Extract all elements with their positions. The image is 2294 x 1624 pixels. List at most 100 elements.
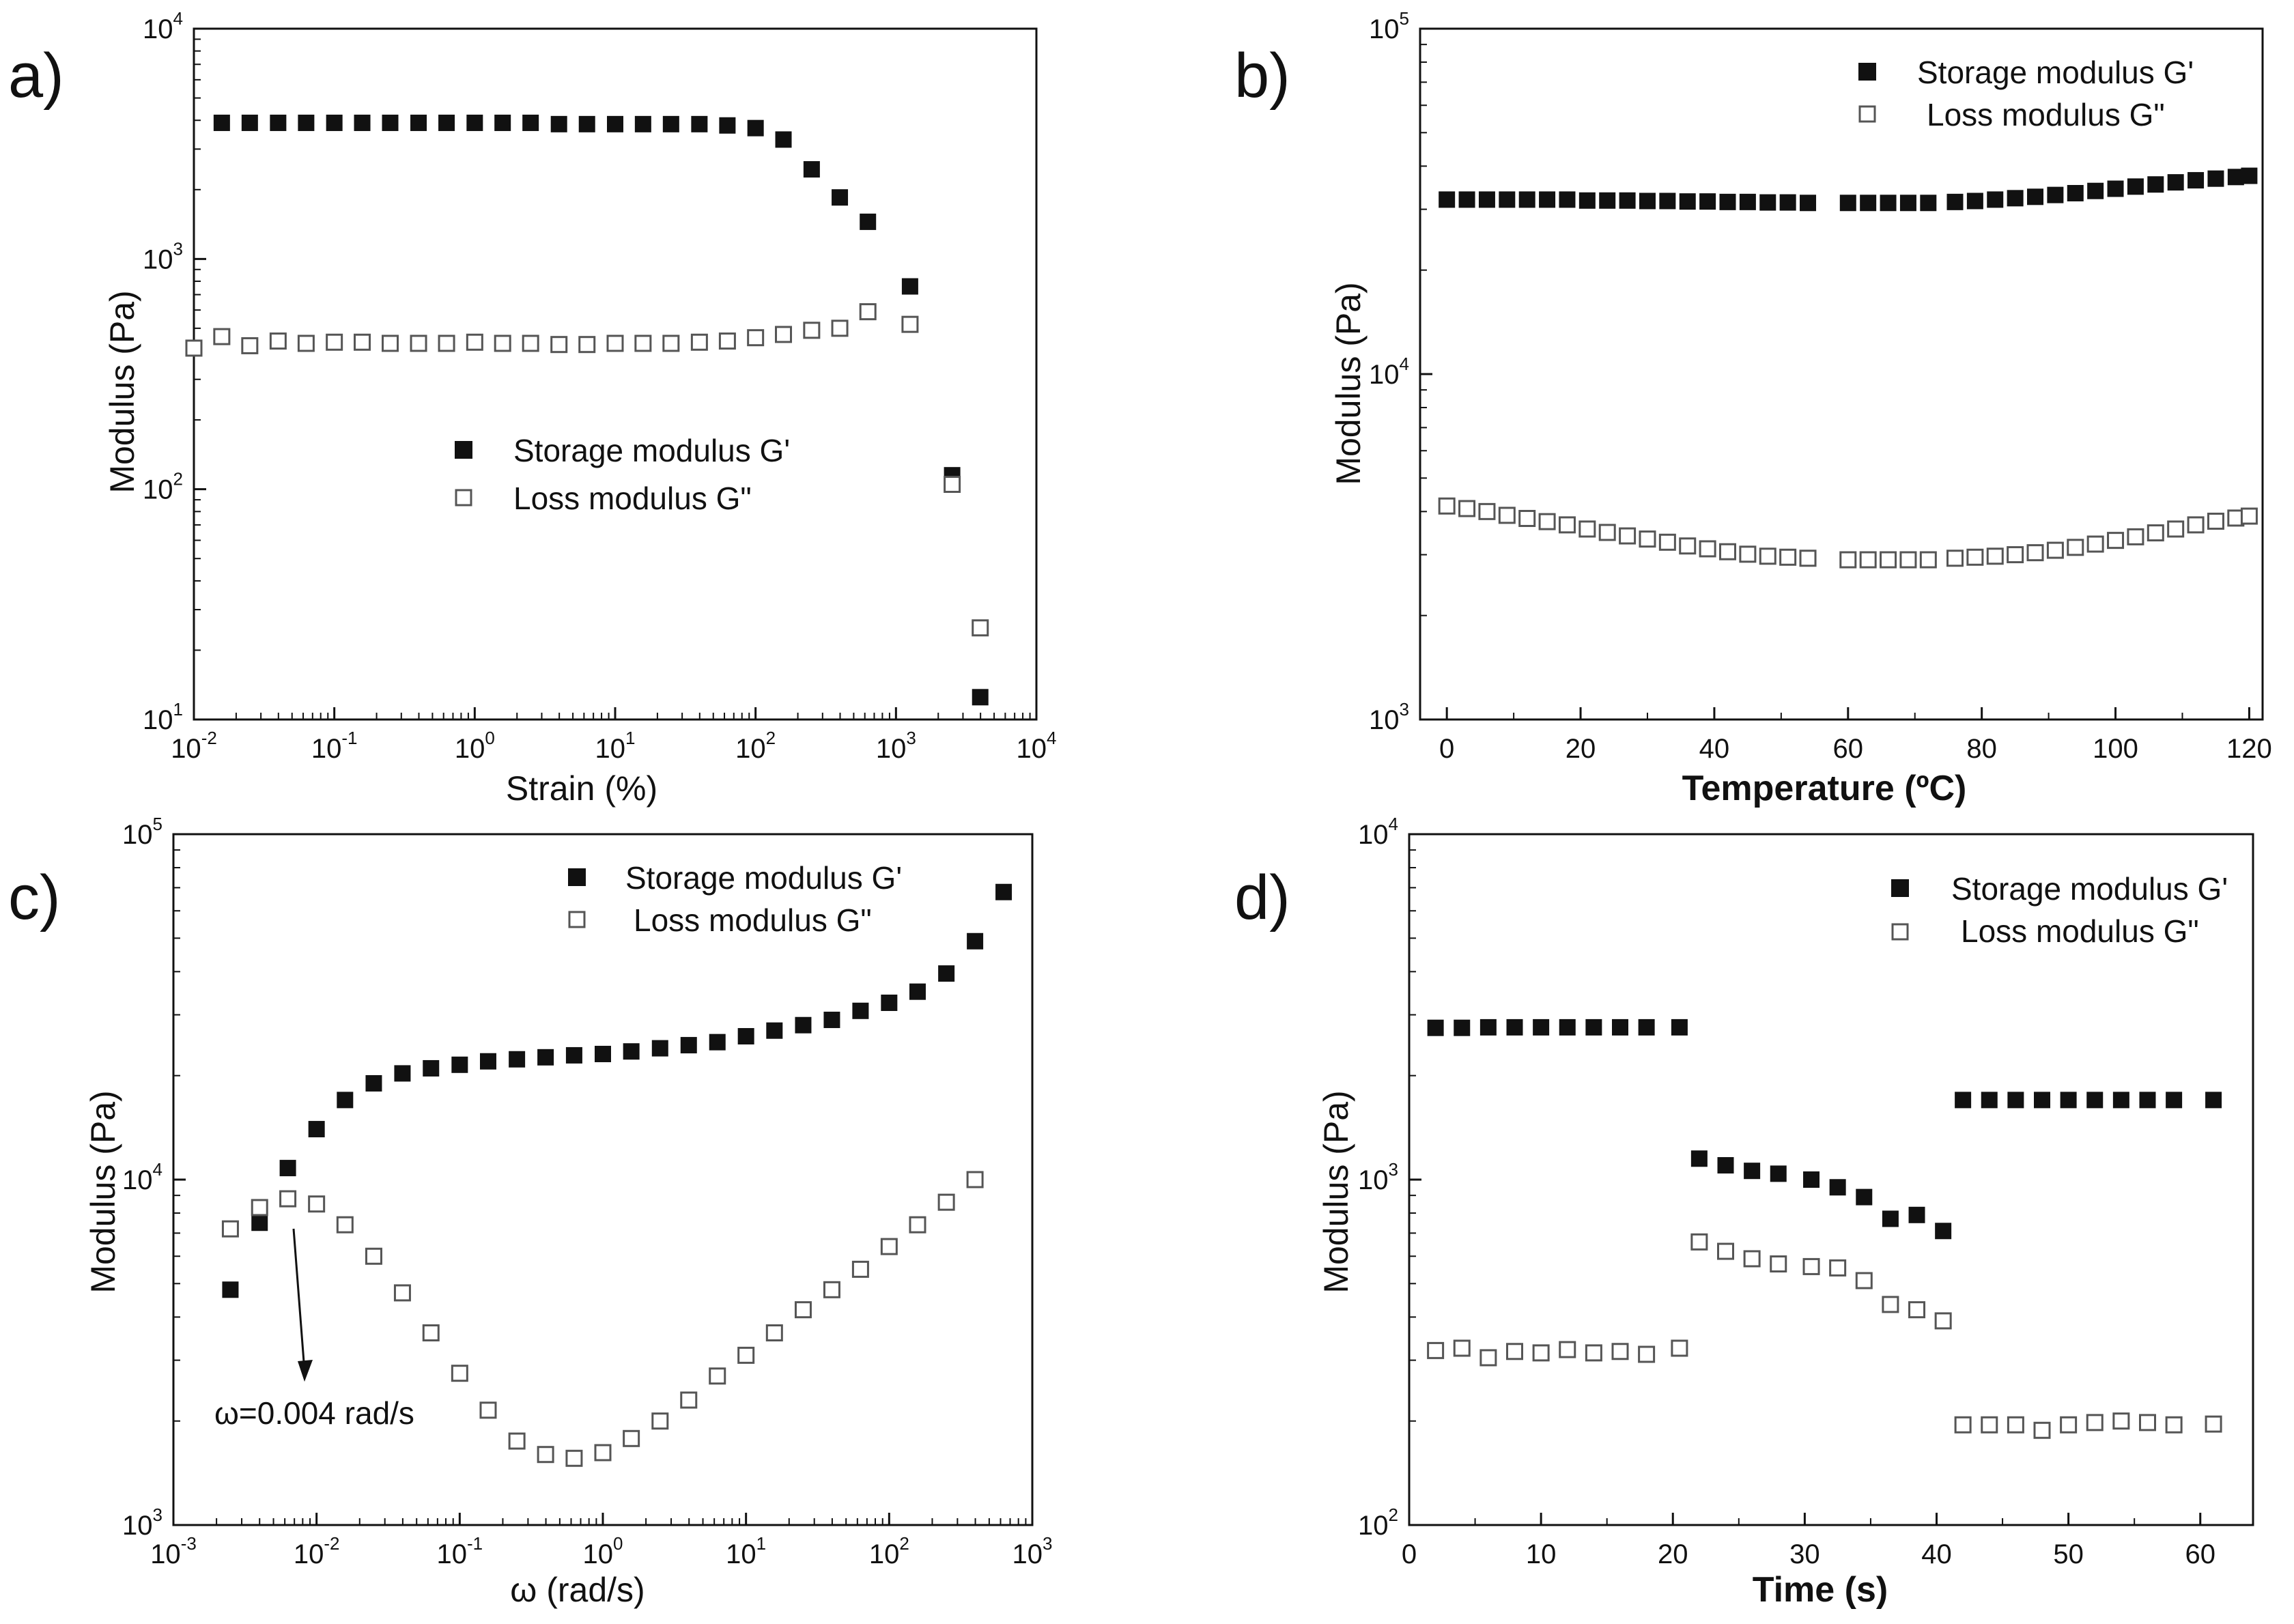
panel-b-storage-point <box>1779 194 1796 211</box>
panel-c-storage-point <box>852 1002 869 1019</box>
panel-c-loss-point <box>651 1412 669 1430</box>
panel-a-loss-point <box>326 333 343 351</box>
panel-c-loss-point <box>365 1247 382 1265</box>
panel-c-storage-point <box>967 932 984 950</box>
panel-b-y-tick-label: 104 <box>1369 354 1409 390</box>
panel-b-loss-point <box>1558 516 1576 534</box>
panel-b-loss-point <box>2240 507 2258 525</box>
panel-b-loss-point <box>1739 545 1757 563</box>
panel-d-storage-point <box>2007 1092 2024 1109</box>
panel-a-x-tick-label: 100 <box>455 728 495 764</box>
panel-a-storage-point <box>634 115 651 132</box>
panel-b-loss-point <box>2127 528 2144 545</box>
panel-b-legend-loss-label: Loss modulus G" <box>1927 97 2165 132</box>
panel-a-storage-point <box>747 119 764 137</box>
panel-a-y-tick-label: 104 <box>143 8 183 44</box>
panel-a-loss-point <box>578 336 596 354</box>
panel-d-storage-point <box>1671 1018 1688 1036</box>
panel-a-storage-point <box>522 114 539 131</box>
panel-c-loss-point <box>794 1301 812 1319</box>
panel-d-loss-point <box>1611 1343 1629 1361</box>
panel-b-loss-point <box>1458 500 1476 517</box>
panel-a-storage-point <box>719 117 736 134</box>
panel-b-storage-point <box>1559 191 1576 208</box>
panel-c-loss-point <box>422 1324 440 1342</box>
panel-b-loss-point <box>1478 502 1496 520</box>
panel-c-y-tick-label: 105 <box>122 814 162 850</box>
panel-a-storage-point <box>860 213 877 230</box>
panel-a-storage-point <box>550 115 567 132</box>
panel-c-loss-point <box>508 1432 526 1450</box>
panel-b-storage-point <box>1699 193 1716 210</box>
panel-a-loss-point <box>775 326 793 343</box>
panel-b-storage-point <box>2087 182 2104 199</box>
panel-d-storage-point <box>2166 1092 2183 1109</box>
panel-d-storage-point <box>1427 1019 1444 1036</box>
panel-b: b) 0 20 40 60 80 100 120 103 104 105 Temperature … <box>1234 8 2272 808</box>
panel-b-storage-point <box>1719 193 1736 210</box>
panel-a-loss-point <box>606 334 624 352</box>
panel-c: c) 10-3 10-2 10-1 100 101 102 103 103 104 105 ω (… <box>8 814 1052 1609</box>
panel-c-storage-point <box>995 883 1013 900</box>
panel-c-label: c) <box>8 863 61 932</box>
panel-b-loss-point <box>1699 540 1716 558</box>
panel-b-y-tick-label: 105 <box>1369 8 1409 44</box>
panel-d-storage-point <box>1638 1018 1655 1036</box>
panel-d-x-tick-label: 20 <box>1658 1539 1688 1569</box>
panel-c-loss-point <box>909 1216 926 1234</box>
panel-b-loss-point <box>1518 509 1536 527</box>
panel-c-storage-point <box>680 1037 697 1054</box>
panel-d-x-axis-title: Time (s) <box>1753 1570 1888 1610</box>
panel-b-storage-point <box>2047 186 2064 203</box>
panel-c-x-tick-label: 100 <box>583 1533 623 1569</box>
panel-d-storage-point <box>1479 1018 1497 1036</box>
panel-b-loss-point <box>2007 546 2024 564</box>
panel-b-storage-point <box>1946 193 1964 210</box>
panel-b-y-axis-title: Modulus (Pa) <box>1329 282 1368 485</box>
panel-b-loss-point <box>2067 539 2084 556</box>
panel-b-storage-point <box>1439 191 1456 208</box>
panel-d-storage-point <box>2139 1092 2156 1109</box>
panel-d-storage-point <box>1803 1171 1820 1188</box>
panel-c-storage-point <box>565 1046 582 1064</box>
panel-b-loss-point <box>1578 520 1596 538</box>
panel-c-storage-point <box>709 1034 726 1051</box>
panel-a-x-axis-title: Strain (%) <box>506 769 657 808</box>
panel-c-annotation-text: ω=0.004 rad/s <box>214 1395 414 1431</box>
panel-c-loss-point <box>393 1284 411 1302</box>
panel-b-loss-point <box>1899 551 1917 569</box>
panel-c-storage-point <box>938 965 955 982</box>
panel-d-storage-point <box>2205 1092 2222 1109</box>
panel-a-storage-point <box>270 114 287 131</box>
panel-a-storage-point <box>494 114 511 131</box>
panel-a-loss-point <box>438 334 455 352</box>
panel-a-loss-point <box>831 319 849 337</box>
panel-a-loss-point <box>494 334 511 352</box>
panel-a-loss-point <box>185 339 203 357</box>
panel-d-loss-point <box>2205 1415 2222 1433</box>
panel-d-storage-point <box>1717 1157 1734 1174</box>
panel-d-storage-point <box>1559 1018 1576 1036</box>
panel-a-y-tick-label: 103 <box>143 238 183 274</box>
panel-c-x-tick-label: 102 <box>869 1533 909 1569</box>
panel-d-loss-point <box>1638 1345 1656 1363</box>
panel-b-x-tick-label: 100 <box>2093 734 2138 764</box>
panel-b-loss-point <box>1966 548 1984 566</box>
panel-b-storage-point <box>1860 195 1877 212</box>
panel-b-x-axis-title: Temperature (ºC) <box>1682 769 1967 808</box>
panel-c-annotation: ω=0.004 rad/s <box>214 1228 414 1431</box>
panel-b-loss-point <box>2046 541 2064 559</box>
panel-a-storage-point <box>691 115 708 132</box>
panel-c-storage-point <box>595 1046 611 1063</box>
panel-b-legend-loss-marker <box>1858 105 1876 123</box>
panel-c-storage-point <box>823 1012 840 1029</box>
panel-c-storage-point <box>279 1160 296 1177</box>
panel-c-loss-point <box>537 1446 554 1464</box>
panel-d-legend-loss-label: Loss modulus G" <box>1961 913 2199 949</box>
panel-b-storage-point <box>1899 195 1916 212</box>
panel-c-y-tick-label: 104 <box>122 1159 162 1195</box>
panel-a-x-tick-label: 10-1 <box>311 728 358 764</box>
panel-d-loss-point <box>2007 1416 2024 1434</box>
panel-d-loss-point <box>2165 1416 2183 1434</box>
panel-a-y-tick-label: 102 <box>143 469 183 505</box>
